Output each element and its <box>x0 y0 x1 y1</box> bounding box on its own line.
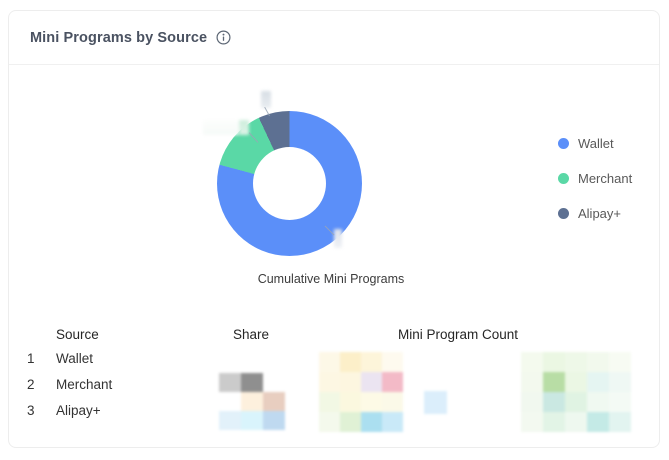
row-index: 3 <box>27 403 35 418</box>
legend-dot-icon <box>558 137 569 149</box>
share-value-redaction <box>219 373 285 430</box>
legend-item-label: Merchant <box>578 170 633 186</box>
middle-value-redaction <box>319 352 403 432</box>
card-header: Mini Programs by Source <box>9 11 659 65</box>
legend-item-merchant[interactable]: Merchant <box>558 170 633 186</box>
wallet-slice-label-redaction <box>334 229 342 248</box>
legend: Wallet Merchant Alipay+ <box>558 136 632 241</box>
info-circle-icon[interactable] <box>216 30 231 45</box>
chart-caption: Cumulative Mini Programs <box>257 272 405 286</box>
donut-hole <box>253 147 326 220</box>
column-header-count: Mini Program Count <box>397 327 519 342</box>
row-index: 1 <box>27 351 35 366</box>
card-title: Mini Programs by Source <box>30 29 208 46</box>
alipay-slice-label-redaction <box>261 91 271 108</box>
legend-dot-icon <box>558 207 569 219</box>
column-header-source: Source <box>56 327 99 342</box>
merchant-slice-label-tick <box>239 120 249 135</box>
legend-item-label: Wallet <box>578 135 614 151</box>
row-source: Merchant <box>56 377 113 392</box>
legend-item-wallet[interactable]: Wallet <box>558 135 632 151</box>
single-cell-redaction <box>424 391 447 414</box>
mini-programs-by-source-card: Mini Programs by Source Cumulative Mini … <box>8 10 660 448</box>
card-body: Cumulative Mini Programs Wallet Merchant A… <box>9 65 659 447</box>
legend-dot-icon <box>558 172 569 184</box>
legend-item-alipay[interactable]: Alipay+ <box>558 205 632 221</box>
row-source: Wallet <box>56 351 94 366</box>
row-source: Alipay+ <box>56 403 101 418</box>
row-index: 2 <box>27 377 35 392</box>
legend-item-label: Alipay+ <box>578 205 621 221</box>
merchant-slice-label-redaction <box>203 120 239 135</box>
count-value-redaction <box>521 352 631 432</box>
column-header-share: Share <box>233 327 270 342</box>
